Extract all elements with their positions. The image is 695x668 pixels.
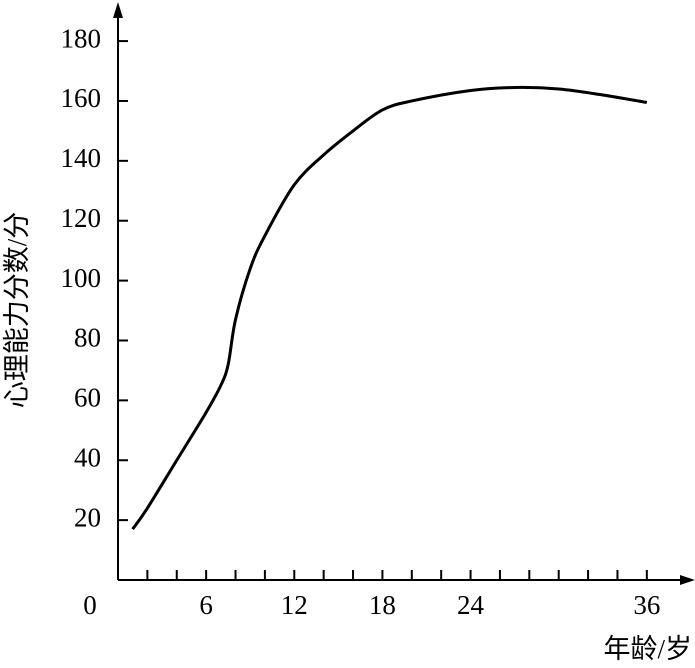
y-tick-label: 180	[61, 23, 102, 53]
y-tick-label: 140	[61, 143, 102, 173]
y-tick-label: 100	[61, 263, 102, 293]
y-tick-label: 120	[61, 203, 102, 233]
x-tick-label: 18	[369, 590, 396, 620]
y-tick-label: 20	[74, 502, 101, 532]
y-tick-label: 40	[74, 442, 101, 472]
x-tick-label: 12	[281, 590, 308, 620]
y-tick-label: 60	[74, 383, 101, 413]
y-tick-label: 80	[74, 323, 101, 353]
x-tick-label: 36	[633, 590, 660, 620]
data-line	[131, 85, 648, 530]
x-tick-label: 0	[83, 590, 97, 620]
x-axis-arrow	[680, 575, 695, 585]
x-tick-label: 24	[457, 590, 485, 620]
y-tick-label: 160	[61, 83, 102, 113]
x-tick-label: 6	[199, 590, 213, 620]
y-axis-label: 心理能力分数/分	[2, 212, 32, 409]
y-axis-arrow	[113, 2, 123, 18]
x-axis-label: 年龄/岁	[603, 634, 692, 664]
